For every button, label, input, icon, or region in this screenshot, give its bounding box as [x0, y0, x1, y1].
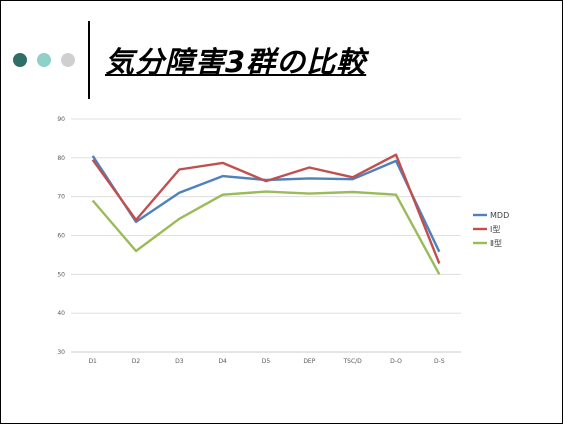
- bullet-dot-light: [37, 53, 51, 67]
- y-tick-label: 30: [57, 349, 65, 356]
- x-tick-label: DEP: [303, 358, 315, 365]
- y-tick-label: 50: [57, 271, 65, 278]
- series-line-Ⅰ型: [91, 153, 441, 264]
- legend-label: Ⅰ型: [490, 225, 500, 234]
- y-tick-label: 60: [57, 233, 65, 240]
- x-tick-label: TSC/D: [343, 358, 363, 365]
- bullet-dot-dark: [13, 53, 27, 67]
- legend-label: Ⅱ型: [490, 239, 502, 248]
- y-tick-label: 90: [57, 116, 65, 123]
- y-tick-label: 70: [57, 194, 65, 201]
- x-tick-label: D1: [88, 358, 97, 365]
- title-divider: [88, 21, 90, 99]
- x-tick-label: D-O: [390, 358, 402, 365]
- legend-label: MDD: [490, 211, 509, 220]
- y-tick-label: 40: [57, 310, 65, 317]
- bullet-dot-grey: [61, 53, 75, 67]
- x-tick-label: D3: [175, 358, 184, 365]
- x-tick-label: D-S: [434, 358, 445, 365]
- y-tick-label: 80: [57, 155, 65, 162]
- x-tick-label: D4: [218, 358, 227, 365]
- x-tick-label: D2: [132, 358, 141, 365]
- x-tick-label: D5: [262, 358, 271, 365]
- series-line-MDD: [91, 155, 441, 253]
- slide-title: 気分障害3群の比較: [105, 45, 367, 79]
- series-line-Ⅱ型: [91, 190, 441, 275]
- line-chart: 30 40 50 60 70 80 90 D1 D2 D3 D4 D5 DEP TSC/D D-O D-S MD…: [57, 116, 509, 365]
